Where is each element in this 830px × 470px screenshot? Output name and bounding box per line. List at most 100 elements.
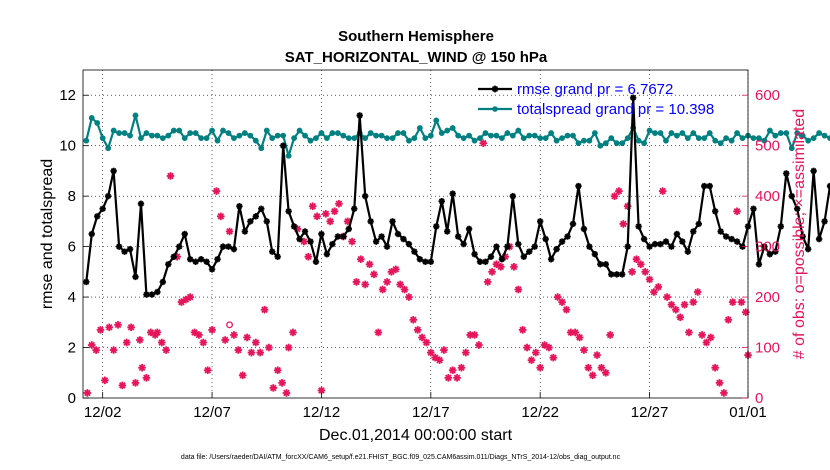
- obs-assimilated-point: [114, 321, 122, 329]
- rmse-point: [411, 248, 418, 255]
- rmse-point: [170, 253, 177, 260]
- rmse-point: [662, 238, 670, 245]
- obs-assimilated-point: [641, 268, 649, 276]
- obs-assimilated-point: [453, 374, 461, 382]
- legend: rmse grand pr = 6.7672 totalspread grand …: [478, 81, 714, 118]
- data-file-footnote: data file: /Users/raeder/DAI/ATM_forcXX/…: [181, 454, 621, 461]
- rmse-point: [318, 230, 325, 238]
- totalspread-point: [291, 135, 297, 142]
- obs-assimilated-point: [118, 381, 127, 390]
- rmse-point: [509, 192, 517, 200]
- totalspread-point: [176, 127, 183, 134]
- totalspread-point: [329, 130, 336, 136]
- totalspread-point: [581, 137, 587, 144]
- totalspread-point: [88, 115, 95, 121]
- obs-assimilated-point: [737, 298, 746, 306]
- totalspread-point: [302, 132, 308, 139]
- y-tick-label: 4: [68, 289, 76, 306]
- rmse-point: [192, 258, 199, 265]
- obs-assimilated-point: [322, 210, 330, 218]
- totalspread-point: [663, 137, 669, 144]
- totalspread-point: [203, 135, 210, 142]
- totalspread-point: [602, 140, 609, 147]
- obs-assimilated-point: [619, 220, 628, 228]
- rmse-point: [531, 243, 538, 250]
- totalspread-point: [94, 120, 101, 126]
- rmse-point: [788, 192, 795, 200]
- totalspread-point: [449, 125, 456, 131]
- obs-assimilated-point: [462, 348, 470, 357]
- rmse-point: [821, 218, 828, 225]
- rmse-point: [613, 271, 620, 278]
- totalspread-point: [597, 142, 604, 149]
- rmse-point: [367, 218, 374, 225]
- totalspread-point: [116, 130, 122, 136]
- rmse-point: [706, 182, 713, 190]
- rmse-point: [619, 271, 626, 278]
- obs-assimilated-point: [680, 300, 689, 309]
- rmse-point: [110, 167, 117, 175]
- y-right-tick-label: 0: [755, 390, 763, 407]
- obs-assimilated-point: [549, 353, 558, 362]
- totalspread-point: [570, 132, 576, 139]
- totalspread-point: [723, 135, 730, 142]
- obs-assimilated-point: [720, 389, 728, 397]
- totalspread-point: [263, 127, 270, 134]
- totalspread-point: [684, 135, 691, 142]
- rmse-point: [422, 258, 429, 265]
- obs-assimilated-point: [370, 270, 378, 279]
- rmse-point: [197, 256, 205, 263]
- rmse-point: [471, 250, 478, 258]
- rmse-point: [400, 235, 407, 243]
- rmse-point: [219, 243, 227, 250]
- totalspread-point: [477, 135, 483, 142]
- rmse-point: [493, 243, 500, 250]
- rmse-point: [629, 94, 637, 101]
- totalspread-point: [422, 135, 429, 142]
- x-tick-label: 12/02: [84, 404, 122, 421]
- obs-assimilated-point: [422, 338, 431, 347]
- rmse-point: [701, 182, 708, 190]
- rmse-point: [104, 192, 112, 200]
- totalspread-point: [701, 135, 708, 142]
- obs-assimilated-point: [632, 255, 641, 264]
- obs-assimilated-point: [488, 268, 496, 276]
- obs-assimilated-point: [243, 333, 251, 342]
- totalspread-point: [258, 145, 265, 152]
- obs-assimilated-point: [650, 288, 658, 296]
- obs-assimilated-point: [289, 328, 297, 337]
- rmse-point: [722, 233, 730, 240]
- obs-assimilated-point: [352, 278, 361, 286]
- totalspread-point: [225, 130, 232, 136]
- rmse-point: [154, 288, 161, 296]
- totalspread-point: [499, 135, 505, 142]
- y-tick-label: 6: [68, 239, 76, 256]
- x-tick-label: 12/17: [412, 404, 450, 421]
- y-right-tick-label: 500: [755, 138, 780, 155]
- rmse-point: [668, 243, 675, 250]
- rmse-point: [132, 273, 139, 281]
- rmse-point: [230, 245, 238, 253]
- rmse-point: [296, 235, 303, 243]
- obs-assimilated-point: [199, 338, 208, 347]
- totalspread-point: [531, 132, 538, 139]
- rmse-point: [312, 258, 320, 265]
- obs-assimilated-point: [628, 268, 636, 276]
- obs-assimilated-point: [157, 338, 166, 347]
- obs-assimilated-point: [523, 343, 531, 352]
- obs-assimilated-point: [225, 227, 234, 236]
- obs-assimilated-point: [711, 363, 719, 372]
- obs-assimilated-point: [645, 275, 654, 284]
- obs-assimilated-point: [348, 237, 356, 246]
- rmse-point: [378, 233, 385, 240]
- totalspread-point: [455, 132, 462, 139]
- obs-assimilated-point: [109, 346, 118, 354]
- rmse-point: [444, 228, 451, 235]
- totalspread-point: [591, 130, 598, 136]
- totalspread-point: [285, 152, 292, 159]
- totalspread-point: [756, 135, 762, 142]
- totalspread-point: [608, 135, 615, 142]
- obs-assimilated-point: [435, 356, 444, 364]
- obs-assimilated-point: [479, 139, 488, 147]
- obs-assimilated-point: [427, 348, 435, 357]
